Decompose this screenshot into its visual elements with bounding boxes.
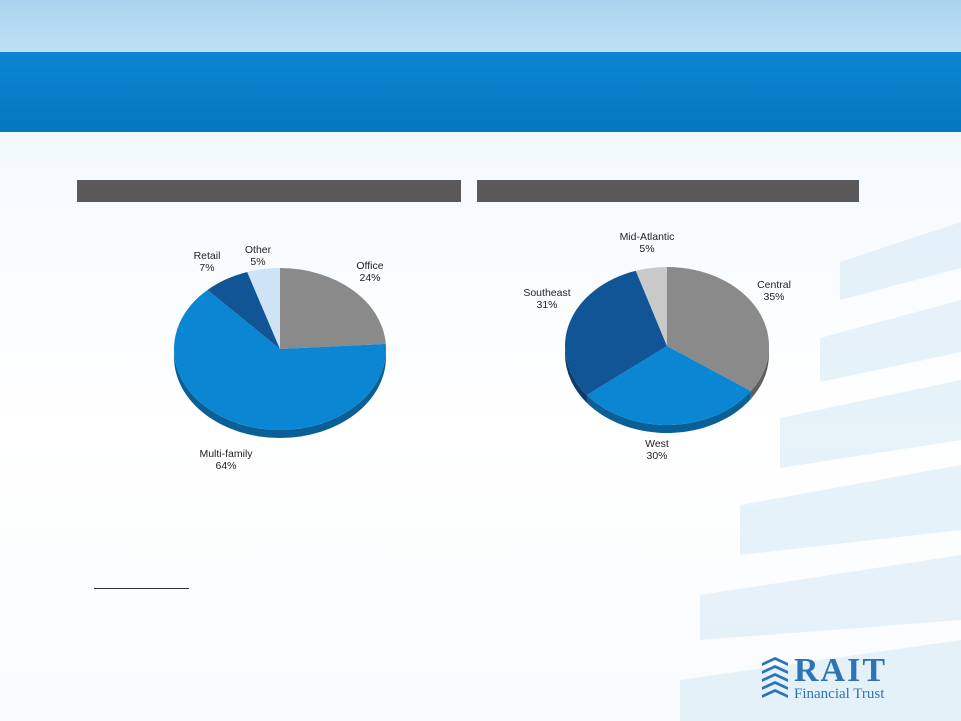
label-retail: Retail: [194, 250, 221, 262]
pie-slice-southeast: [565, 270, 667, 395]
pie-slice-central: [667, 267, 770, 392]
region-pie-chart: [565, 267, 770, 433]
pie-slice-mid-atlantic: [635, 267, 667, 346]
value-southeast: 31%: [536, 299, 557, 311]
label-multi-family: Multi-family: [199, 448, 253, 460]
value-multi-family: 64%: [215, 460, 236, 472]
label-office: Office: [356, 260, 383, 272]
label-mid-atlantic: Mid-Atlantic: [620, 231, 675, 243]
label-southeast: Southeast: [523, 287, 570, 299]
pie-slice-west: [586, 346, 751, 425]
region-chart-header: [477, 180, 859, 202]
rait-logo: RAIT Financial Trust: [760, 652, 920, 705]
property-type-chart-header: [77, 180, 461, 202]
property-type-pie-chart: [174, 268, 387, 438]
pie-side-west: [586, 391, 751, 433]
value-central: 35%: [763, 291, 784, 303]
pie-slice-other: [247, 268, 280, 349]
pie-side-southeast: [565, 346, 587, 403]
building-logo-icon: [762, 657, 788, 698]
label-central: Central: [757, 279, 791, 291]
label-west: West: [645, 438, 669, 450]
value-mid-atlantic: 5%: [639, 243, 654, 255]
pie-slice-office: [280, 268, 386, 349]
pie-side-central: [750, 346, 769, 400]
value-other: 5%: [250, 256, 265, 268]
label-other: Other: [245, 244, 272, 256]
value-retail: 7%: [199, 262, 214, 274]
pie-slice-multi-family: [174, 289, 387, 431]
value-west: 30%: [646, 450, 667, 462]
pie-slice-retail: [207, 271, 280, 349]
title-band: [0, 52, 961, 132]
footnote-rule: [94, 588, 189, 589]
logo-wordmark: RAIT: [794, 652, 888, 689]
logo-subtitle: Financial Trust: [794, 686, 885, 702]
top-strip: [0, 0, 961, 52]
value-office: 24%: [359, 272, 380, 284]
